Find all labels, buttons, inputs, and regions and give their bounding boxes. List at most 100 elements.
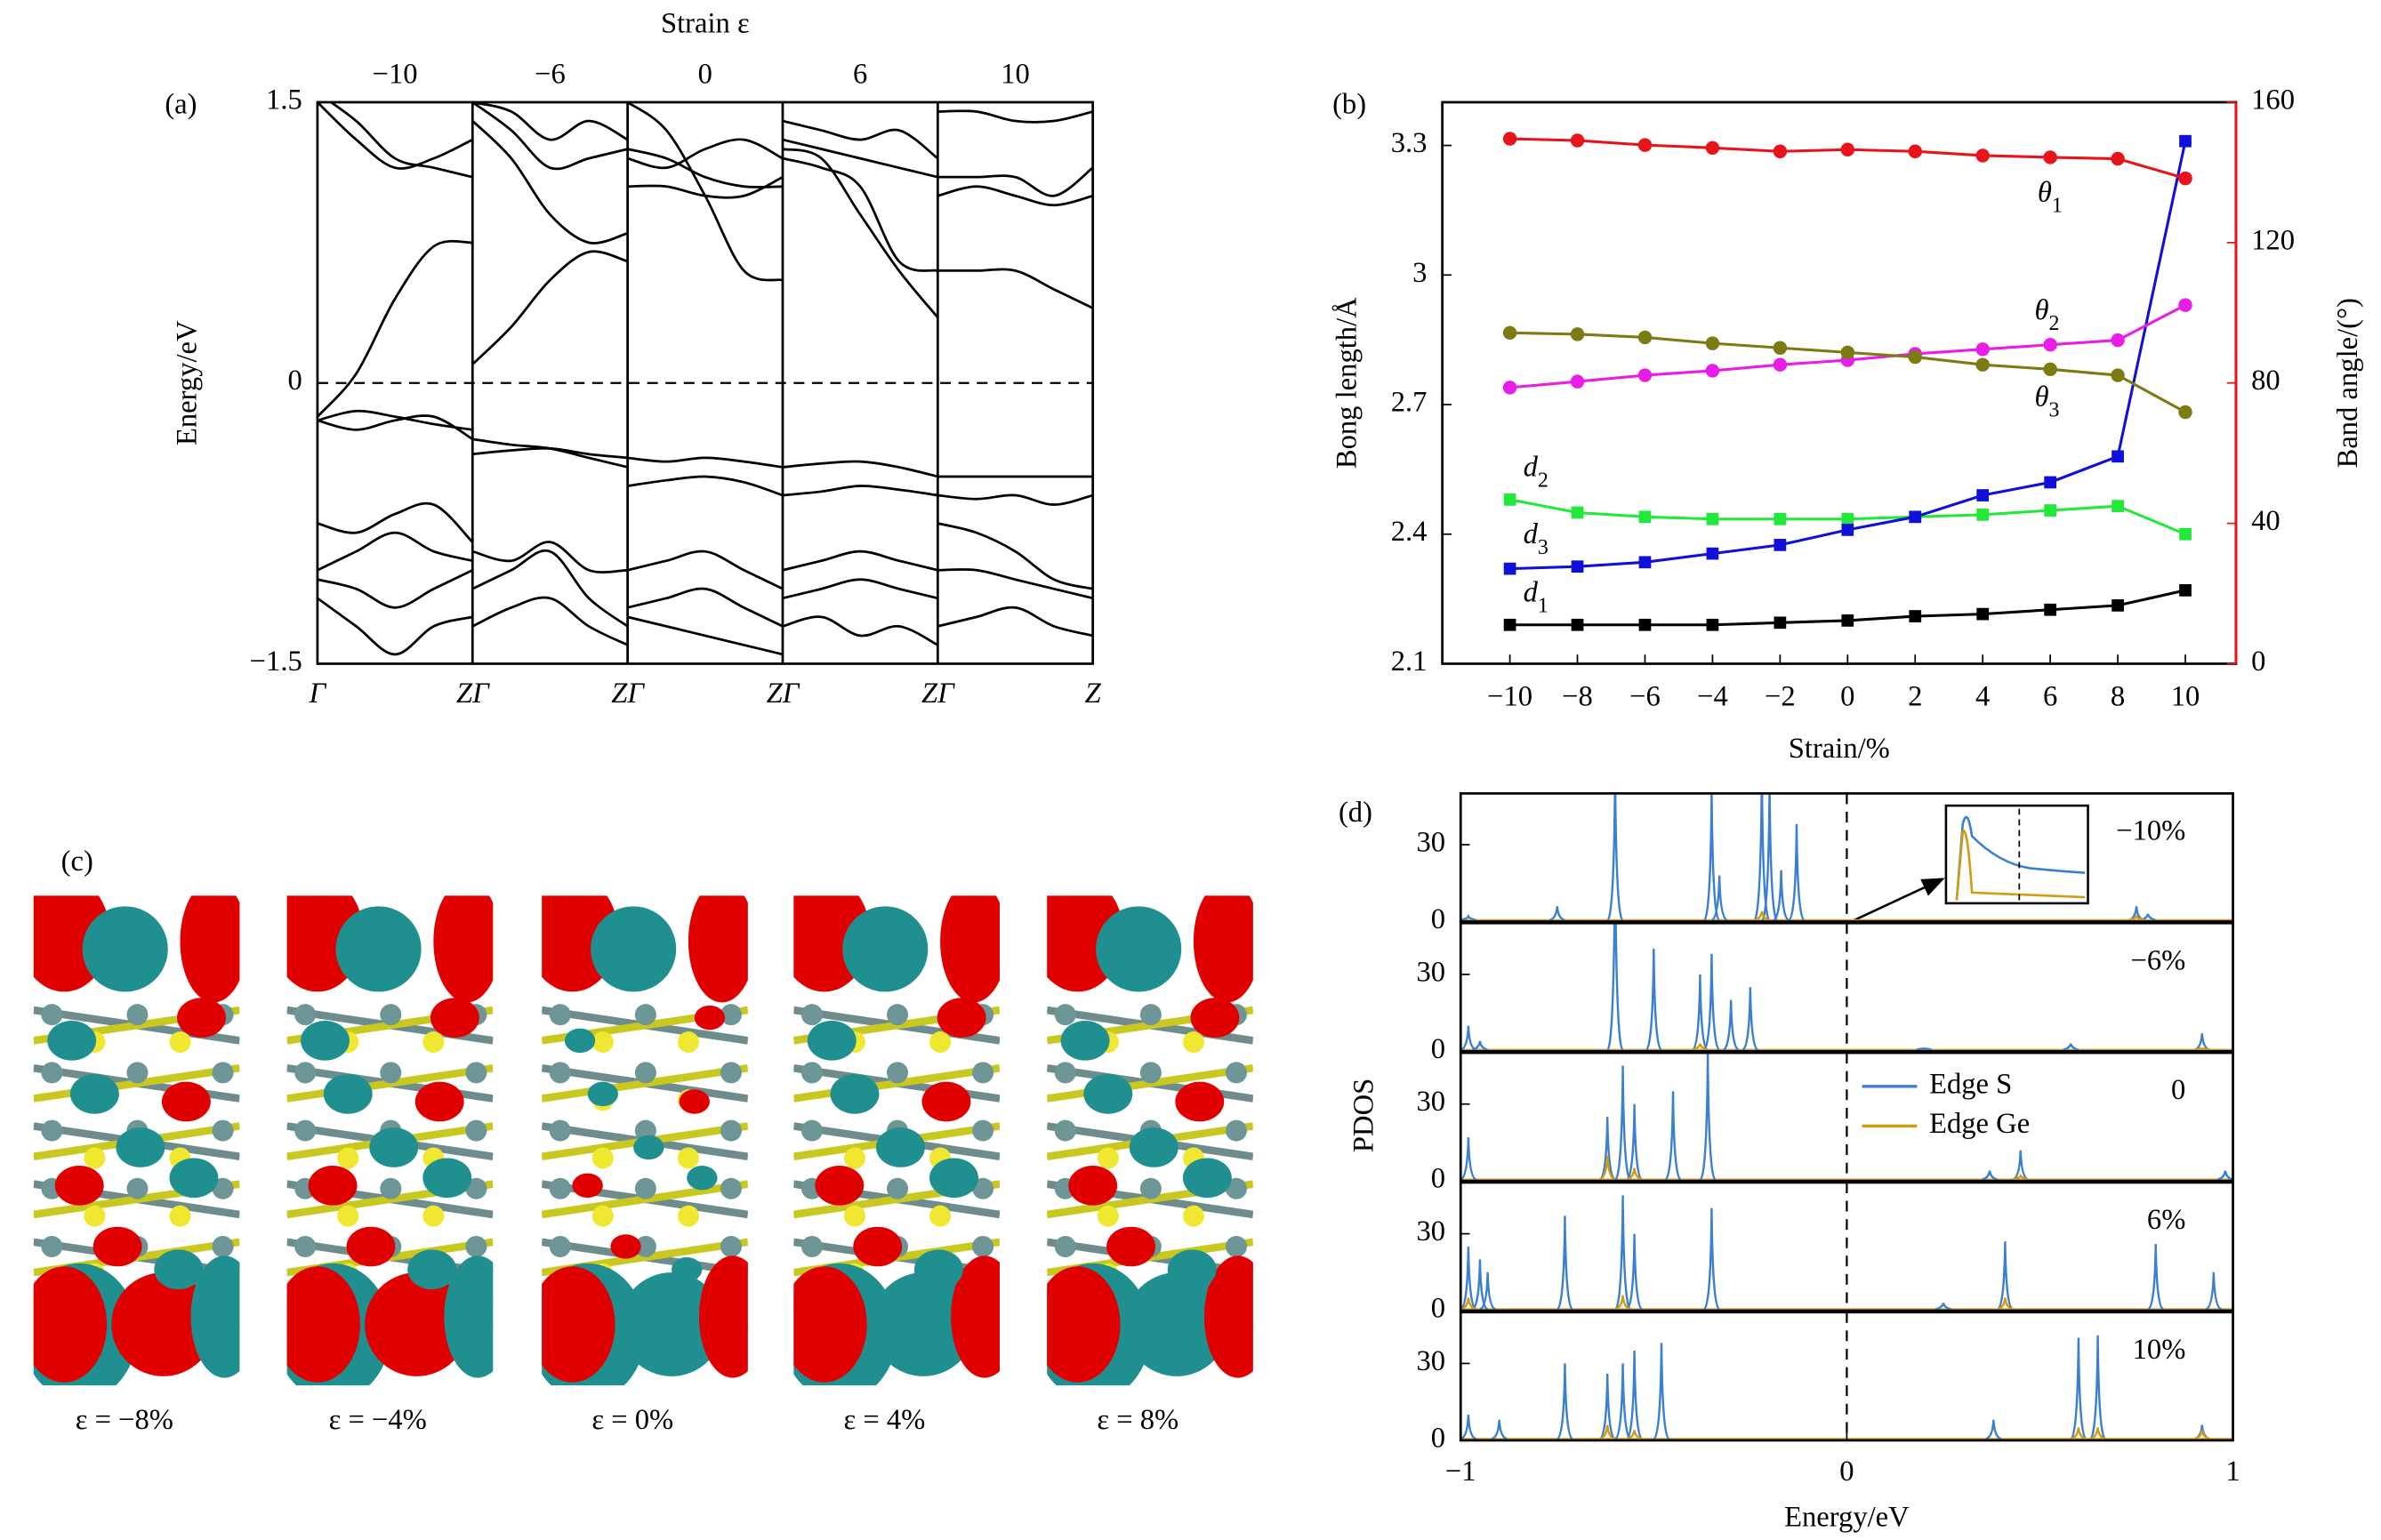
lobe: [698, 1255, 748, 1378]
marker: [1705, 140, 1720, 156]
pdos-peak: [2070, 1427, 2087, 1440]
band-line: [782, 549, 938, 572]
lobe: [54, 1166, 104, 1206]
caption: ε = 0%: [591, 1404, 673, 1436]
pdos-peak: [2012, 1150, 2029, 1181]
atom: [1054, 1062, 1076, 1084]
pdos-peak: [1761, 793, 1778, 921]
atom: [887, 1062, 909, 1084]
lobe: [161, 1081, 211, 1122]
lobe: [793, 1266, 867, 1383]
lobe: [422, 1158, 472, 1199]
x-axis-label: Strain/%: [1789, 733, 1890, 765]
lobe: [940, 895, 1000, 1003]
pdos-peak: [2205, 1271, 2223, 1311]
marker: [1503, 562, 1516, 575]
lobe: [323, 1074, 373, 1114]
atom: [929, 1031, 952, 1054]
atom: [549, 1177, 571, 1199]
band-line: [937, 568, 1093, 600]
pdos-peak: [1742, 987, 1759, 1051]
y2-tick-label: 0: [2251, 646, 2265, 678]
atom: [591, 1205, 614, 1227]
atom: [677, 1031, 699, 1054]
marker: [1976, 509, 1990, 521]
band-line: [627, 549, 784, 590]
lobe: [444, 1255, 494, 1378]
pdos-peak: [1710, 875, 1728, 921]
marker: [1706, 618, 1719, 631]
band-line: [937, 185, 1093, 207]
pdos-peak: [1916, 1047, 1933, 1051]
atom: [1139, 1177, 1162, 1199]
frame: [1459, 1181, 2234, 1312]
lobe: [335, 906, 422, 992]
atom: [212, 1235, 234, 1258]
band-line: [782, 119, 939, 160]
marker: [2112, 450, 2124, 463]
y2-tick-label: 80: [2251, 365, 2280, 397]
lobe: [47, 1021, 97, 1061]
band-line: [471, 250, 629, 365]
marker: [2178, 171, 2192, 186]
marker: [1502, 132, 1517, 146]
band-line: [317, 597, 473, 656]
atom: [1225, 1177, 1247, 1199]
bond: [286, 1063, 494, 1103]
lobe: [619, 1272, 724, 1376]
y-axis-label: Bong length/Å: [1331, 297, 1363, 469]
atom: [169, 1205, 191, 1227]
pdos-peak: [1614, 1295, 1631, 1311]
pdos-peak: [1460, 1025, 1476, 1051]
y-axis-label: PDOS: [1347, 1079, 1380, 1152]
marker: [1637, 368, 1653, 382]
pdos-peak: [2089, 1335, 2106, 1440]
atom: [634, 1177, 656, 1199]
y-tick-label: 30: [1416, 826, 1445, 858]
marker: [1570, 374, 1585, 389]
atom: [1225, 1062, 1247, 1084]
marker: [2178, 405, 2192, 420]
marker: [1502, 381, 1517, 395]
pdos-peak: [1753, 910, 1770, 921]
lobe: [93, 1226, 142, 1267]
lobe: [564, 1028, 596, 1054]
pdos-peak: [1472, 1040, 1488, 1051]
lobe: [433, 895, 494, 1003]
atom: [422, 1205, 445, 1227]
marker: [1637, 330, 1653, 345]
orbital-image: [1047, 895, 1253, 1386]
y-tick-label: 3: [1412, 257, 1427, 289]
lobe: [116, 1127, 165, 1167]
band-line: [782, 578, 938, 600]
marker: [2043, 362, 2057, 377]
band-line: [317, 409, 473, 431]
y-tick-label: 0: [1431, 903, 1445, 935]
pdos-peak: [1653, 1343, 1670, 1440]
atom: [887, 1004, 909, 1026]
y-tick-label: 0: [1431, 1163, 1445, 1195]
frame: [316, 100, 1095, 665]
atom: [549, 1004, 571, 1026]
marker: [1841, 512, 1854, 525]
marker: [1638, 510, 1652, 524]
x-tick-label: 8: [2111, 680, 2125, 712]
strain-label: 6: [853, 58, 867, 90]
marker: [2179, 527, 2192, 541]
lobe: [1175, 1081, 1225, 1122]
atom: [41, 1004, 63, 1026]
pdos-peak: [1645, 949, 1662, 1051]
pdos-peak: [1556, 1363, 1573, 1440]
band-line: [471, 541, 628, 573]
lobe: [853, 1226, 903, 1267]
atom: [84, 1205, 106, 1227]
pdos-peak: [1626, 1103, 1643, 1181]
lobe: [610, 1234, 641, 1259]
marker: [1503, 493, 1516, 506]
pdos-peak: [2193, 1430, 2210, 1440]
y-tick-label: 0: [287, 365, 302, 397]
atom: [549, 1235, 571, 1258]
atom: [465, 1177, 487, 1199]
series-label: θ1: [2038, 177, 2063, 217]
pdos-peak: [2070, 1337, 2087, 1440]
